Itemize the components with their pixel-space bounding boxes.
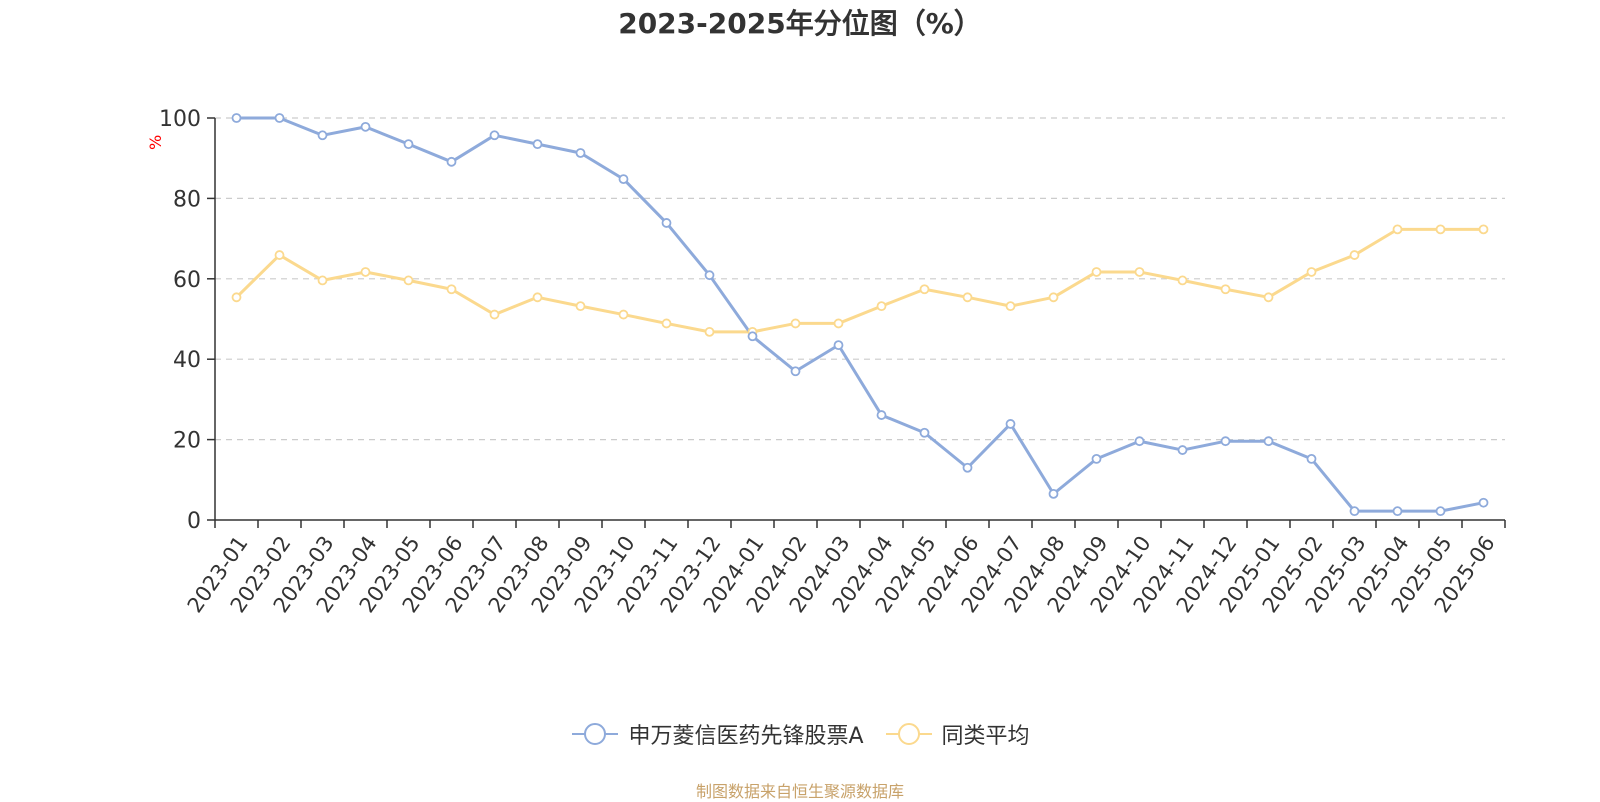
data-point-series-1 <box>1306 453 1317 464</box>
data-point-series-2 <box>1134 267 1145 277</box>
data-point-series-2 <box>1177 275 1188 286</box>
data-point-series-2 <box>1478 224 1489 235</box>
data-point-series-2 <box>1263 292 1274 303</box>
data-point-series-1 <box>1134 436 1145 447</box>
data-point-series-1 <box>1263 436 1274 447</box>
data-point-series-1 <box>360 121 371 132</box>
data-point-series-1 <box>403 139 414 150</box>
data-point-series-2 <box>446 284 457 295</box>
data-point-series-2 <box>962 292 973 303</box>
data-point-series-1 <box>704 270 715 281</box>
data-point-series-2 <box>661 318 672 329</box>
data-point-series-1 <box>1091 453 1102 464</box>
data-point-series-2 <box>231 292 242 303</box>
data-point-series-1 <box>1435 506 1446 517</box>
y-tick-label: 20 <box>173 429 201 454</box>
data-point-series-1 <box>833 340 844 351</box>
data-point-series-2 <box>1392 224 1403 235</box>
data-point-series-1 <box>1392 506 1403 517</box>
data-point-series-2 <box>1220 284 1231 295</box>
data-point-series-1 <box>446 156 457 167</box>
legend-marker-series-2-icon <box>885 723 932 745</box>
data-point-series-2 <box>317 275 328 286</box>
data-point-series-2 <box>876 301 887 312</box>
data-point-series-1 <box>274 113 285 123</box>
data-point-series-1 <box>489 130 500 141</box>
series-line-1 <box>236 116 1484 513</box>
data-point-series-2 <box>274 250 285 260</box>
data-point-series-2 <box>1435 224 1446 235</box>
data-point-series-1 <box>661 218 672 228</box>
data-point-series-1 <box>1048 488 1059 499</box>
data-point-series-1 <box>317 130 328 141</box>
legend-label-series-2: 同类平均 <box>941 724 1030 749</box>
y-tick-label: 100 <box>159 107 201 132</box>
data-point-series-2 <box>1349 250 1360 260</box>
series-line-2 <box>235 227 1484 334</box>
y-tick-label: 40 <box>173 348 201 373</box>
data-point-series-2 <box>704 326 715 337</box>
data-point-series-2 <box>618 309 629 320</box>
y-tick-label: 60 <box>173 268 201 293</box>
data-point-series-1 <box>1220 436 1231 447</box>
data-point-series-1 <box>618 174 629 185</box>
data-point-series-1 <box>1177 445 1188 455</box>
data-point-series-2 <box>1091 267 1102 277</box>
data-point-series-1 <box>919 427 930 438</box>
data-source-note: 制图数据来自恒生聚源数据库 <box>695 782 904 801</box>
data-point-series-1 <box>747 331 758 342</box>
data-point-series-2 <box>1306 267 1317 277</box>
data-point-series-2 <box>575 301 586 312</box>
data-point-series-1 <box>962 462 973 473</box>
data-point-series-2 <box>790 318 801 329</box>
data-point-series-2 <box>1005 301 1016 312</box>
data-point-series-1 <box>575 148 586 158</box>
data-point-series-2 <box>532 292 543 303</box>
legend-marker-series-1-icon <box>572 723 619 745</box>
data-point-series-1 <box>876 410 887 420</box>
data-point-series-1 <box>790 366 801 377</box>
data-point-series-1 <box>1005 419 1016 429</box>
data-point-series-1 <box>231 113 242 123</box>
legend-label-series-1: 申万菱信医药先锋股票A <box>628 724 864 749</box>
data-point-series-2 <box>360 267 371 277</box>
data-point-series-2 <box>489 309 500 320</box>
data-point-series-1 <box>532 139 543 150</box>
legend-item-series-2[interactable]: 同类平均 <box>884 718 1030 750</box>
data-point-series-2 <box>919 284 930 295</box>
data-point-series-1 <box>1478 497 1489 508</box>
data-point-series-2 <box>1048 292 1059 303</box>
chart-title: 2023-2025年分位图（%） <box>618 7 982 40</box>
legend: 申万菱信医药先锋股票A 同类平均 <box>0 718 1600 750</box>
data-point-series-1 <box>1349 506 1360 517</box>
data-point-series-2 <box>833 318 844 329</box>
y-tick-label: 0 <box>187 509 201 534</box>
legend-item-series-1[interactable]: 申万菱信医药先锋股票A <box>570 718 864 750</box>
data-point-series-2 <box>403 275 414 286</box>
y-tick-label: 80 <box>173 187 201 212</box>
